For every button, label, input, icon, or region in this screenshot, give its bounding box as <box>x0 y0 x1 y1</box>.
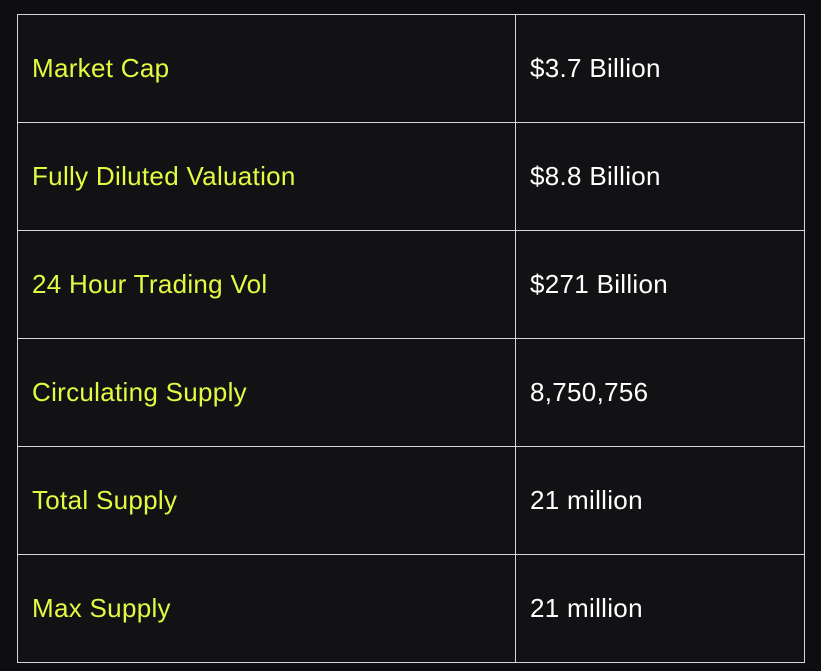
row-value: 21 million <box>515 446 805 555</box>
stats-table-container: Market Cap $3.7 Billion Fully Diluted Va… <box>17 14 805 663</box>
row-value: $8.8 Billion <box>515 122 805 231</box>
row-label: 24 Hour Trading Vol <box>17 230 516 339</box>
row-value: $3.7 Billion <box>515 14 805 123</box>
row-value: $271 Billion <box>515 230 805 339</box>
table-row-total-supply: Total Supply 21 million <box>17 446 805 555</box>
table-row-circulating-supply: Circulating Supply 8,750,756 <box>17 338 805 447</box>
table-row-market-cap: Market Cap $3.7 Billion <box>17 14 805 123</box>
row-label: Market Cap <box>17 14 516 123</box>
row-label: Max Supply <box>17 554 516 663</box>
row-label: Circulating Supply <box>17 338 516 447</box>
table-row-fully-diluted-valuation: Fully Diluted Valuation $8.8 Billion <box>17 122 805 231</box>
row-label: Fully Diluted Valuation <box>17 122 516 231</box>
row-label: Total Supply <box>17 446 516 555</box>
table-row-trading-volume: 24 Hour Trading Vol $271 Billion <box>17 230 805 339</box>
token-stats-table: Market Cap $3.7 Billion Fully Diluted Va… <box>17 14 805 663</box>
row-value: 8,750,756 <box>515 338 805 447</box>
row-value: 21 million <box>515 554 805 663</box>
table-row-max-supply: Max Supply 21 million <box>17 554 805 663</box>
